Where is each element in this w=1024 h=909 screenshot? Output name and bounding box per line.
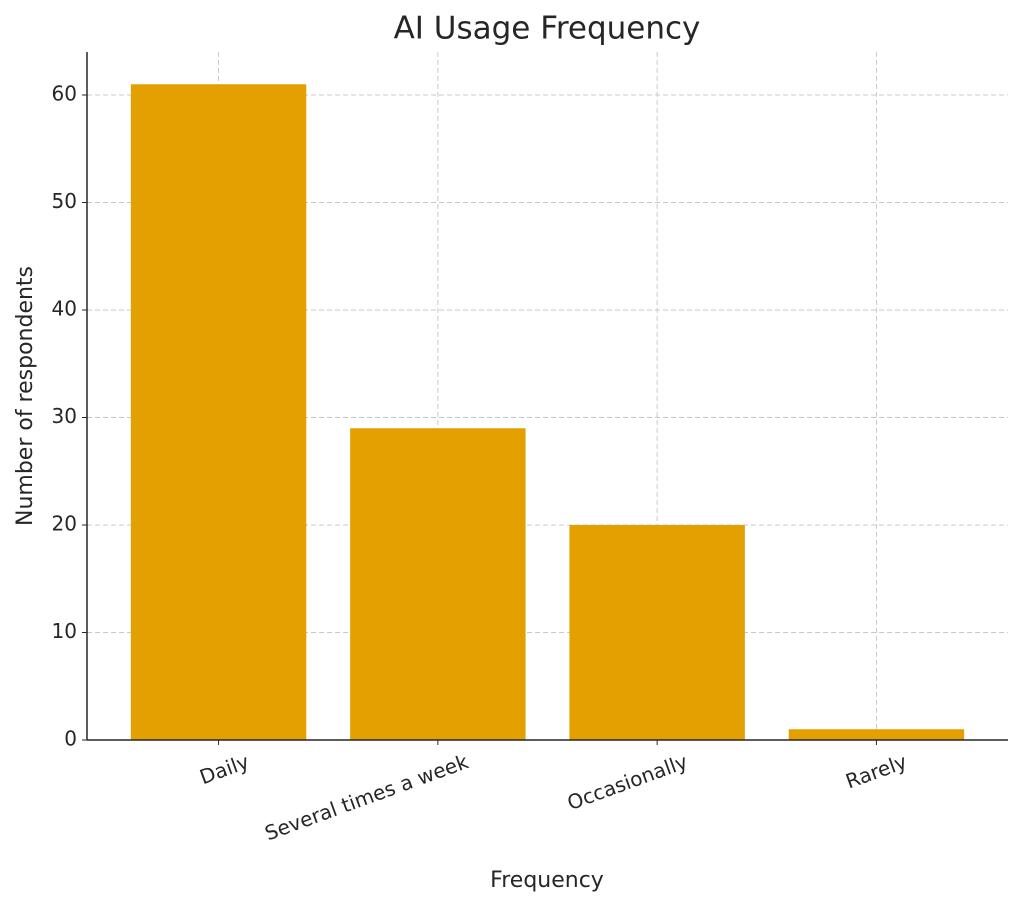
bar: [569, 525, 745, 740]
bar: [788, 729, 965, 740]
y-tick-label: 10: [52, 619, 77, 643]
y-tick-label: 40: [52, 297, 77, 321]
y-tick-label: 0: [64, 727, 77, 751]
x-tick-label: Occasionally: [564, 749, 691, 815]
y-axis-label: Number of respondents: [13, 266, 38, 526]
y-tick-label: 50: [52, 189, 77, 213]
y-tick-label: 30: [52, 404, 77, 428]
bar: [130, 84, 307, 740]
x-tick-label: Rarely: [842, 749, 910, 793]
chart-title: AI Usage Frequency: [394, 11, 701, 47]
x-tick-label: Daily: [196, 749, 252, 789]
x-tick-label: Several times a week: [262, 749, 472, 845]
bar: [350, 428, 526, 740]
y-tick-label: 20: [52, 512, 77, 536]
y-tick-label: 60: [52, 82, 77, 106]
x-axis-label: Frequency: [490, 868, 604, 893]
